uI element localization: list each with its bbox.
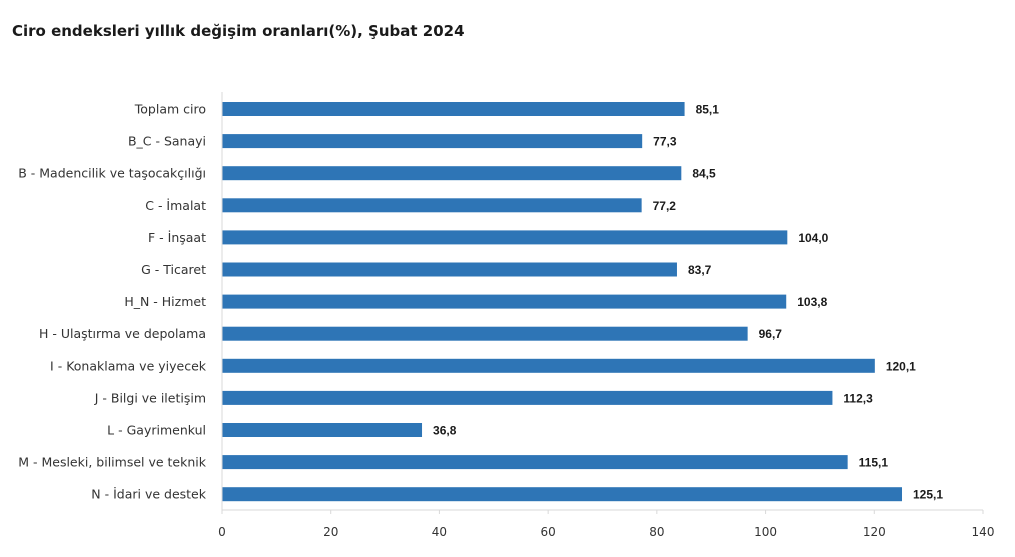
value-label: 85,1 — [696, 103, 720, 117]
category-label: G - Ticaret — [141, 262, 206, 277]
chart-title: Ciro endeksleri yıllık değişim oranları(… — [12, 22, 465, 40]
category-label: F - İnşaat — [148, 230, 206, 245]
value-label: 120,1 — [886, 359, 916, 373]
bar — [222, 455, 848, 470]
value-label: 84,5 — [692, 167, 716, 181]
category-label: Toplam ciro — [134, 102, 206, 117]
x-tick-label: 140 — [972, 525, 995, 539]
category-label: C - İmalat — [145, 198, 206, 213]
category-label: L - Gayrimenkul — [107, 423, 206, 438]
value-label: 77,3 — [653, 135, 677, 149]
bar — [222, 134, 643, 149]
category-label: H_N - Hizmet — [124, 294, 206, 309]
x-tick-label: 40 — [432, 525, 447, 539]
category-label: H - Ulaştırma ve depolama — [39, 326, 206, 341]
bar — [222, 102, 685, 116]
value-label: 77,2 — [653, 199, 677, 213]
value-label: 36,8 — [433, 424, 457, 438]
value-label: 125,1 — [913, 488, 943, 502]
bar — [222, 166, 682, 181]
bar — [222, 487, 903, 502]
bar — [222, 198, 642, 213]
x-tick-label: 80 — [649, 525, 664, 539]
value-label: 96,7 — [759, 327, 783, 341]
category-label: N - İdari ve destek — [91, 487, 206, 502]
value-label: 112,3 — [843, 391, 873, 405]
bar — [222, 423, 423, 437]
x-tick-label: 60 — [541, 525, 556, 539]
bar — [222, 294, 787, 309]
bar — [222, 230, 788, 245]
bar — [222, 390, 833, 405]
x-tick-label: 0 — [218, 525, 226, 539]
category-label: B_C - Sanayi — [128, 134, 206, 149]
bars — [222, 102, 903, 502]
category-label: B - Madencilik ve taşocakçılığı — [18, 166, 206, 181]
x-tick-label: 100 — [754, 525, 777, 539]
bar — [222, 326, 748, 341]
x-tick-label: 20 — [323, 525, 338, 539]
value-label: 83,7 — [688, 263, 712, 277]
category-label: I - Konaklama ve yiyecek — [50, 358, 207, 373]
category-label: M - Mesleki, bilimsel ve teknik — [18, 455, 207, 470]
value-label: 115,1 — [859, 456, 889, 470]
category-label: J - Bilgi ve iletişim — [94, 390, 206, 405]
x-tick-label: 120 — [863, 525, 886, 539]
value-label: 104,0 — [798, 231, 828, 245]
bar — [222, 358, 875, 373]
value-label: 103,8 — [797, 295, 827, 309]
bar — [222, 262, 677, 277]
value-labels: 85,1 77,3 84,5 77,2 104,0 83,7 103,8 96,7 120,1 1… — [433, 103, 943, 502]
category-labels: Toplam ciro B_C - Sanayi B - Madencilik ve… — [18, 102, 207, 502]
x-axis: 0 20 40 60 80 100 120 140 — [218, 92, 994, 539]
